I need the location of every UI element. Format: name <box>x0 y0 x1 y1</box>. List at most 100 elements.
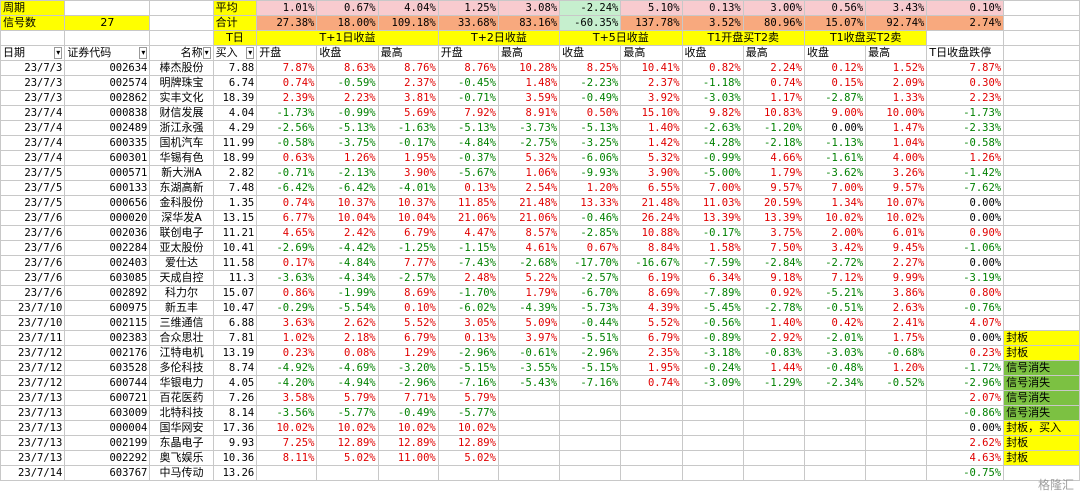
cell-return[interactable] <box>803 435 867 451</box>
cell-return[interactable]: -4.34% <box>316 270 379 286</box>
cell-return[interactable]: -0.75% <box>926 465 1005 481</box>
cell-return[interactable]: -3.75% <box>316 135 379 151</box>
cell-return[interactable]: 10.88% <box>620 225 683 241</box>
cell-return[interactable]: -7.59% <box>681 255 744 271</box>
cell-return[interactable]: -0.17% <box>377 135 439 151</box>
cell-return[interactable]: 5.32% <box>497 150 561 166</box>
cell-return[interactable]: 8.57% <box>497 225 561 241</box>
cell-buy-price[interactable]: 8.74 <box>212 360 258 376</box>
cell-return[interactable]: -2.69% <box>256 240 318 256</box>
cell-return[interactable]: -0.51% <box>803 300 867 316</box>
cell-return[interactable] <box>742 405 805 421</box>
cell-buy-price[interactable]: 11.3 <box>212 270 258 286</box>
cell-return[interactable] <box>803 405 867 421</box>
cell-date[interactable]: 23/7/6 <box>0 285 66 301</box>
cell-return[interactable]: -5.67% <box>437 165 499 181</box>
cell-code[interactable]: 002292 <box>64 450 151 466</box>
cell-note[interactable] <box>1003 135 1080 151</box>
cell-return[interactable]: 9.57% <box>865 180 928 196</box>
cell-return[interactable]: 0.30% <box>926 75 1005 91</box>
cell-return[interactable]: -5.45% <box>681 300 744 316</box>
avg-cell[interactable]: 0.13% <box>681 0 744 16</box>
cell-return[interactable] <box>742 420 805 436</box>
cell-return[interactable]: 8.69% <box>377 285 439 301</box>
cell-return[interactable]: 13.39% <box>681 210 744 226</box>
cell-return[interactable]: -0.58% <box>926 135 1005 151</box>
cell-return[interactable] <box>497 390 561 406</box>
cell-return[interactable] <box>803 465 867 481</box>
cell-return[interactable]: 9.45% <box>865 240 928 256</box>
cell-return[interactable] <box>742 450 805 466</box>
cell-return[interactable]: -0.46% <box>559 210 622 226</box>
cell-return[interactable]: -5.51% <box>559 330 622 346</box>
filter-dropdown-icon[interactable]: ▾ <box>54 47 63 59</box>
avg-cell[interactable]: -2.24% <box>559 0 622 16</box>
cell-return[interactable]: -1.13% <box>803 135 867 151</box>
cell-name[interactable]: 实丰文化 <box>149 90 214 106</box>
cell-return[interactable]: 15.10% <box>620 105 683 121</box>
cell-return[interactable]: 21.48% <box>497 195 561 211</box>
cell-return[interactable]: 1.79% <box>497 285 561 301</box>
header-buy[interactable]: 买入 ▾ <box>212 45 258 61</box>
cell-return[interactable]: -5.15% <box>437 360 499 376</box>
cell-return[interactable]: -2.84% <box>742 255 805 271</box>
cell-code[interactable]: 002199 <box>64 435 151 451</box>
cell-return[interactable]: 3.05% <box>437 315 499 331</box>
cell-name[interactable]: 国华网安 <box>149 420 214 436</box>
cell-return[interactable]: 1.95% <box>620 360 683 376</box>
header-t1close-high[interactable]: 最高 <box>865 45 928 61</box>
header-limit-down[interactable]: T日收盘跌停 <box>926 45 1005 61</box>
cell-return[interactable]: -5.54% <box>316 300 379 316</box>
cell-date[interactable]: 23/7/4 <box>0 105 66 121</box>
cell-return[interactable]: 7.87% <box>926 60 1005 76</box>
cell-return[interactable] <box>497 465 561 481</box>
cell-return[interactable]: 2.27% <box>865 255 928 271</box>
cell-return[interactable]: 7.71% <box>377 390 439 406</box>
cell-return[interactable]: 4.39% <box>620 300 683 316</box>
cell-return[interactable]: 2.00% <box>803 225 867 241</box>
group-header-t1[interactable]: T+1日收益 <box>256 30 439 46</box>
cell-return[interactable]: 10.37% <box>377 195 439 211</box>
cell-date[interactable]: 23/7/14 <box>0 465 66 481</box>
cell-return[interactable]: 11.85% <box>437 195 499 211</box>
cell-return[interactable]: -2.33% <box>926 120 1005 136</box>
cell-buy-price[interactable]: 8.14 <box>212 405 258 421</box>
cell-return[interactable]: 0.00% <box>926 195 1005 211</box>
header-t1-open[interactable]: 开盘 <box>256 45 318 61</box>
cell-name[interactable]: 北特科技 <box>149 405 214 421</box>
cell-return[interactable]: -2.96% <box>559 345 622 361</box>
cell-return[interactable]: 0.42% <box>803 315 867 331</box>
group-header-t1-close[interactable]: T1收盘买T2卖 <box>803 30 928 46</box>
cell-return[interactable]: -2.57% <box>377 270 439 286</box>
cell-name[interactable]: 天成自控 <box>149 270 214 286</box>
cell-return[interactable]: 0.63% <box>256 150 318 166</box>
cell-return[interactable]: 1.79% <box>742 165 805 181</box>
group-header-t1-open[interactable]: T1开盘买T2卖 <box>681 30 805 46</box>
group-header-t2[interactable]: T+2日收益 <box>437 30 561 46</box>
cell-buy-price[interactable]: 17.36 <box>212 420 258 436</box>
cell-return[interactable]: 5.69% <box>377 105 439 121</box>
cell-return[interactable]: -3.56% <box>256 405 318 421</box>
cell-code[interactable]: 002862 <box>64 90 151 106</box>
cell-return[interactable]: -1.25% <box>377 240 439 256</box>
cell-return[interactable]: -1.42% <box>926 165 1005 181</box>
cell-code[interactable]: 002383 <box>64 330 151 346</box>
cell-return[interactable]: 5.79% <box>316 390 379 406</box>
cell-return[interactable]: 2.23% <box>316 90 379 106</box>
cell-code[interactable]: 002489 <box>64 120 151 136</box>
cell-return[interactable] <box>559 405 622 421</box>
cell-return[interactable] <box>681 465 744 481</box>
cell-name[interactable]: 华银电力 <box>149 375 214 391</box>
cell-return[interactable]: 8.76% <box>437 60 499 76</box>
cell-return[interactable]: -5.00% <box>681 165 744 181</box>
cell-return[interactable]: 2.42% <box>316 225 379 241</box>
cell-date[interactable]: 23/7/13 <box>0 420 66 436</box>
avg-cell[interactable]: 3.08% <box>497 0 561 16</box>
filter-dropdown-icon[interactable]: ▾ <box>139 47 148 59</box>
cell-code[interactable]: 002892 <box>64 285 151 301</box>
avg-cell[interactable]: 0.56% <box>803 0 867 16</box>
cell-return[interactable]: -4.84% <box>437 135 499 151</box>
cell-return[interactable] <box>559 435 622 451</box>
cell-return[interactable]: -0.58% <box>256 135 318 151</box>
cell-return[interactable]: -3.25% <box>559 135 622 151</box>
